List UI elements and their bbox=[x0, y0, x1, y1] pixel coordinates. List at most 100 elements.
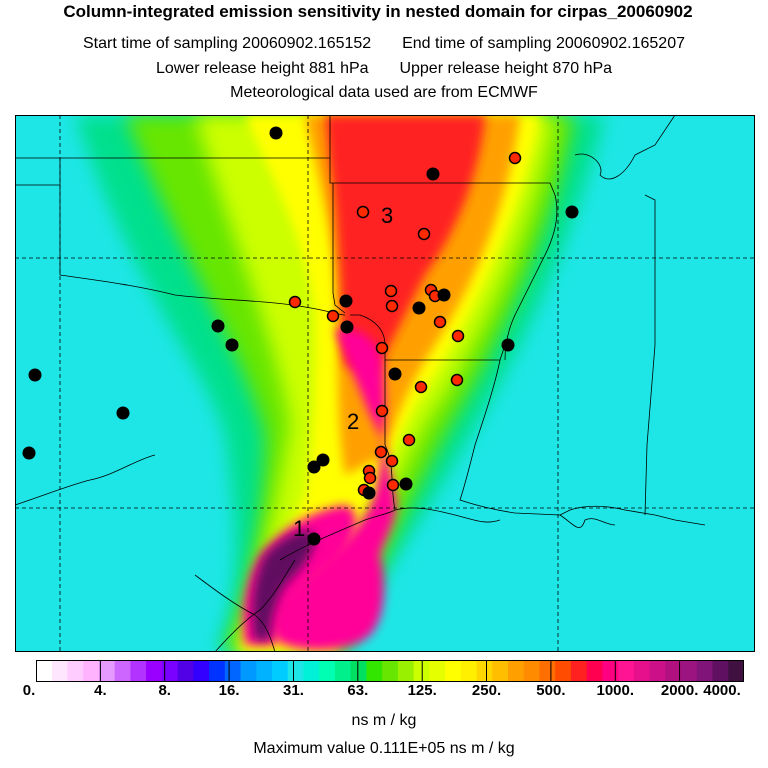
marker-black bbox=[316, 453, 330, 467]
marker-red bbox=[402, 433, 416, 447]
color-scale-cell bbox=[256, 660, 273, 682]
marker-red bbox=[508, 151, 522, 165]
map-title: Column-integrated emission sensitivity i… bbox=[63, 2, 693, 21]
marker-black bbox=[437, 288, 451, 302]
color-scale-cell bbox=[114, 660, 131, 682]
grid-lines bbox=[15, 115, 755, 652]
color-scale-cell bbox=[51, 660, 69, 682]
color-scale-cell bbox=[240, 660, 257, 682]
end-label: End time of sampling bbox=[402, 35, 552, 52]
color-scale-cell bbox=[539, 660, 556, 682]
marker-black bbox=[28, 368, 42, 382]
color-scale-cell bbox=[366, 660, 383, 682]
marker-red bbox=[433, 315, 447, 329]
emission-sensitivity-map: 1 2 3 bbox=[15, 115, 755, 652]
color-scale-cell bbox=[397, 660, 415, 682]
color-scale-cell bbox=[67, 660, 84, 682]
color-scale-tick-label: 31. bbox=[283, 682, 304, 699]
region-label-2: 2 bbox=[347, 409, 359, 434]
colorbar-units: ns m / kg bbox=[351, 712, 417, 729]
end-value: 20060902.165207 bbox=[555, 35, 685, 52]
met-data-line: Meteorological data used are from ECMWF bbox=[230, 84, 538, 101]
color-scale-cell bbox=[193, 660, 210, 682]
start-value: 20060902.165152 bbox=[242, 35, 372, 52]
color-scale-tick-label: 250. bbox=[471, 682, 502, 699]
lower-value: 881 hPa bbox=[308, 60, 369, 77]
color-scale-tick-label: 4. bbox=[94, 682, 107, 699]
color-scale-cell bbox=[36, 660, 53, 682]
marker-black bbox=[339, 294, 353, 308]
marker-black bbox=[501, 338, 515, 352]
marker-black bbox=[22, 446, 36, 460]
color-scale-cell bbox=[602, 660, 619, 682]
marker-black bbox=[426, 167, 440, 181]
start-label: Start time of sampling bbox=[82, 35, 238, 52]
color-scale-cell bbox=[287, 660, 305, 682]
upper-label: Upper release height bbox=[399, 60, 548, 77]
color-scale-tick-label: 500. bbox=[536, 682, 566, 699]
color-scale-cell bbox=[570, 660, 588, 682]
marker-red bbox=[414, 380, 428, 394]
marker-red bbox=[450, 373, 464, 387]
color-scale-cell bbox=[712, 660, 729, 682]
marker-red bbox=[385, 299, 399, 313]
color-scale-cell bbox=[130, 660, 147, 682]
marker-red bbox=[288, 295, 302, 309]
color-scale-tick-label: 0. bbox=[22, 682, 36, 699]
color-scale-tick-label: 4000. bbox=[703, 682, 741, 699]
marker-red bbox=[375, 341, 389, 355]
region-label-3: 3 bbox=[381, 203, 393, 228]
color-scale-cell bbox=[492, 660, 509, 682]
color-scale-cell bbox=[508, 660, 525, 682]
color-scale-cell bbox=[303, 660, 320, 682]
color-scale-tick-label: 1000. bbox=[596, 682, 635, 699]
marker-black bbox=[211, 319, 225, 333]
markers-black bbox=[22, 126, 579, 546]
marker-black bbox=[388, 367, 402, 381]
marker-red bbox=[451, 329, 465, 343]
color-scale-cell bbox=[681, 660, 698, 682]
color-scale-cell bbox=[665, 660, 682, 682]
color-scale-cell bbox=[476, 660, 493, 682]
marker-red bbox=[356, 205, 370, 219]
marker-black bbox=[399, 477, 413, 491]
color-scale-tick-label: 8. bbox=[158, 682, 171, 699]
maximum-value-text: Maximum value 0.111E+05 ns m / kg bbox=[253, 740, 515, 757]
marker-red bbox=[326, 309, 340, 323]
color-scale-cell bbox=[334, 660, 352, 682]
color-scale-tick-label: 16. bbox=[218, 682, 240, 699]
marker-red bbox=[363, 471, 377, 485]
color-scale-cell bbox=[649, 660, 666, 682]
upper-value: 870 hPa bbox=[552, 60, 613, 77]
boundary-lines bbox=[15, 115, 706, 652]
region-labels: 1 2 3 bbox=[293, 203, 393, 541]
marker-black bbox=[307, 532, 321, 546]
marker-black bbox=[565, 205, 579, 219]
lower-label: Lower release height bbox=[155, 60, 305, 77]
marker-black bbox=[225, 338, 239, 352]
sampling-times: Start time of sampling 20060902.165152 E… bbox=[0, 35, 768, 53]
color-scale-cell bbox=[696, 660, 714, 682]
color-scale-cell bbox=[728, 660, 744, 682]
color-scale-cell bbox=[146, 660, 163, 682]
color-scale-tick-label: 125. bbox=[407, 682, 437, 699]
color-scale-cell bbox=[555, 660, 572, 682]
marker-red bbox=[375, 404, 389, 418]
color-scale-cell bbox=[177, 660, 194, 682]
color-scale-bar bbox=[36, 660, 744, 682]
marker-red bbox=[385, 454, 399, 468]
region-label-1: 1 bbox=[293, 516, 305, 541]
marker-red bbox=[386, 478, 400, 492]
color-scale-cell bbox=[319, 660, 336, 682]
marker-black bbox=[269, 126, 283, 140]
color-scale-cell bbox=[161, 660, 179, 682]
marker-black bbox=[362, 486, 376, 500]
color-scale-cell bbox=[98, 660, 116, 682]
marker-red bbox=[384, 284, 398, 298]
color-scale-cell bbox=[445, 660, 462, 682]
marker-red bbox=[374, 445, 388, 459]
color-scale-cell bbox=[586, 660, 603, 682]
marker-black bbox=[340, 320, 354, 334]
release-heights: Lower release height 881 hPa Upper relea… bbox=[0, 60, 768, 78]
sensitivity-plume bbox=[75, 115, 605, 652]
